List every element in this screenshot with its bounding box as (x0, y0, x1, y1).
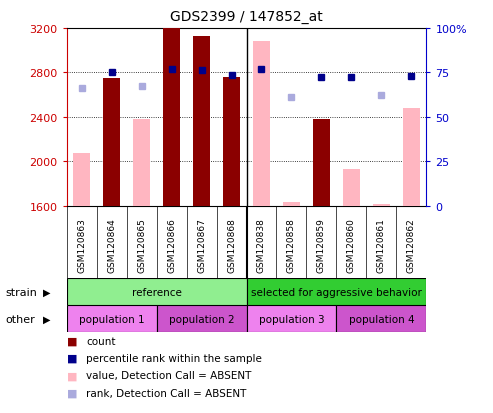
Text: strain: strain (5, 287, 37, 297)
Text: GSM120864: GSM120864 (107, 217, 116, 272)
Text: ■: ■ (67, 388, 77, 398)
Text: rank, Detection Call = ABSENT: rank, Detection Call = ABSENT (86, 388, 246, 398)
Bar (246, 306, 336, 332)
Bar (193, 37, 210, 207)
Bar (283, 202, 300, 206)
Text: ■: ■ (67, 336, 77, 346)
Bar (73, 153, 90, 206)
Text: percentile rank within the sample: percentile rank within the sample (86, 353, 262, 363)
Bar (223, 78, 240, 206)
Text: GDS2399 / 147852_at: GDS2399 / 147852_at (170, 10, 323, 24)
Text: GSM120861: GSM120861 (377, 217, 386, 272)
Text: selected for aggressive behavior: selected for aggressive behavior (251, 287, 422, 297)
Text: population 4: population 4 (349, 314, 414, 324)
Text: ▶: ▶ (43, 314, 50, 324)
Text: GSM120858: GSM120858 (287, 217, 296, 272)
Text: GSM120863: GSM120863 (77, 217, 86, 272)
Text: GSM120868: GSM120868 (227, 217, 236, 272)
Bar (253, 42, 270, 206)
Text: reference: reference (132, 287, 181, 297)
Text: population 2: population 2 (169, 314, 234, 324)
Bar (313, 120, 330, 206)
Text: ▶: ▶ (43, 287, 50, 297)
Bar (373, 204, 389, 206)
Text: GSM120867: GSM120867 (197, 217, 206, 272)
Bar (336, 306, 426, 332)
Bar (157, 306, 246, 332)
Text: population 1: population 1 (79, 314, 144, 324)
Text: GSM120860: GSM120860 (347, 217, 356, 272)
Bar (133, 120, 150, 206)
Bar (163, 29, 180, 206)
Text: ■: ■ (67, 370, 77, 380)
Text: GSM120865: GSM120865 (137, 217, 146, 272)
Text: GSM120866: GSM120866 (167, 217, 176, 272)
Bar (67, 279, 246, 306)
Text: GSM120862: GSM120862 (407, 217, 416, 272)
Text: value, Detection Call = ABSENT: value, Detection Call = ABSENT (86, 370, 251, 380)
Text: other: other (5, 314, 35, 324)
Bar (246, 279, 426, 306)
Bar (67, 306, 157, 332)
Text: ■: ■ (67, 353, 77, 363)
Text: GSM120859: GSM120859 (317, 217, 326, 272)
Text: count: count (86, 336, 116, 346)
Bar (343, 170, 360, 206)
Bar (403, 109, 420, 206)
Text: population 3: population 3 (259, 314, 324, 324)
Text: GSM120838: GSM120838 (257, 217, 266, 272)
Bar (104, 79, 120, 206)
